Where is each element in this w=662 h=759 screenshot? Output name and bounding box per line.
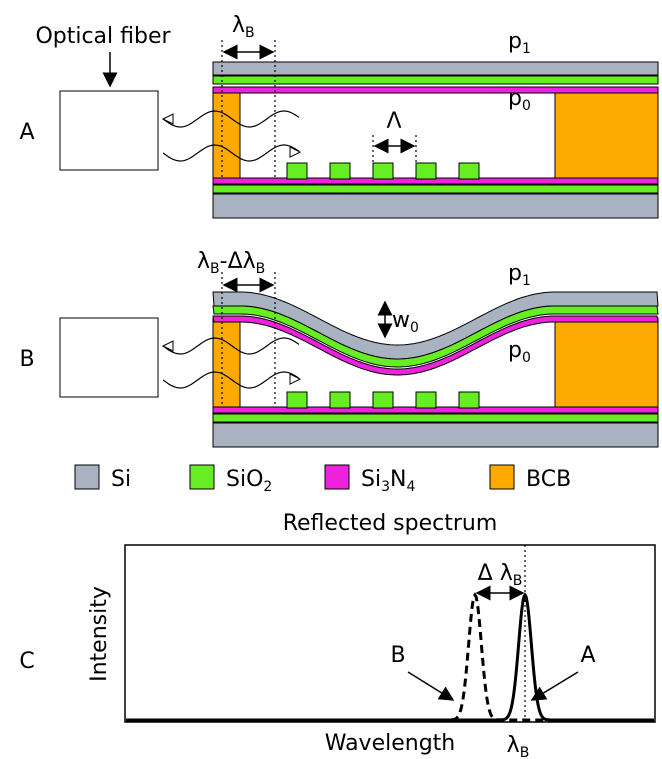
subscript: B: [256, 261, 266, 277]
legend-label: SiO2: [226, 467, 272, 495]
text-part: BCB: [526, 467, 571, 492]
deflection-label: w0: [392, 308, 419, 336]
bcb-block: [213, 318, 240, 407]
bcb-block: [213, 93, 240, 178]
sio2-layer: [213, 76, 658, 84]
legend-label: BCB: [526, 467, 571, 492]
pressure-label: p0: [508, 338, 531, 366]
subscript: 0: [410, 320, 419, 336]
arrow: [532, 672, 578, 700]
legend-label: Si: [111, 467, 131, 492]
subscript: 3: [381, 479, 390, 495]
text-part: p: [508, 86, 522, 111]
text-part: p: [508, 29, 522, 54]
curve-label: B: [390, 643, 405, 668]
grating-tooth: [287, 163, 307, 179]
grating-tooth: [373, 163, 393, 179]
legend-swatch: [325, 465, 349, 489]
shift-label: λB-ΔλB: [197, 249, 265, 277]
fiber-box: [60, 91, 158, 170]
grating-tooth: [459, 163, 479, 179]
text-part: Si: [361, 467, 381, 492]
pressure-label: p1: [508, 29, 531, 57]
subscript: 2: [263, 479, 272, 495]
spectrum-title: Reflected spectrum: [283, 511, 498, 536]
text-part: N: [390, 467, 406, 492]
panel-label: B: [19, 347, 34, 372]
subscript: 1: [522, 41, 531, 57]
grating-tooth: [373, 392, 393, 408]
legend-swatch: [190, 465, 214, 489]
subscript: 1: [522, 273, 531, 289]
subscript: B: [513, 573, 523, 589]
panel-label: A: [19, 120, 34, 145]
si-layer: [213, 194, 658, 218]
curve-label: A: [580, 643, 595, 668]
grating-tooth: [416, 392, 436, 408]
x-axis-label: Wavelength: [325, 731, 456, 756]
sio2-layer: [213, 414, 658, 422]
fiber-label: Optical fiber: [35, 24, 171, 49]
panel-label: C: [19, 649, 34, 674]
arrow: [408, 672, 453, 700]
subscript: 0: [522, 350, 531, 366]
legend-swatch: [490, 465, 514, 489]
legend-swatch: [75, 465, 99, 489]
subscript: 4: [406, 479, 415, 495]
plot-frame: [125, 545, 655, 722]
pressure-label: p1: [508, 261, 531, 289]
grating-tooth: [330, 163, 350, 179]
grating-tooth: [330, 392, 350, 408]
y-axis-label: Intensity: [87, 586, 112, 682]
bcb-block: [555, 93, 658, 178]
diagram: Optical fiberAλBΛp1p0BλB-ΔλBw0p1p0SiSiO2…: [0, 0, 662, 759]
text-part: p: [508, 338, 522, 363]
text-part: Δ λ: [478, 561, 513, 586]
si-layer: [213, 62, 658, 75]
bragg-label: λB: [232, 13, 255, 41]
grating-tooth: [287, 392, 307, 408]
subscript: 0: [522, 98, 531, 114]
sin-layer: [213, 87, 658, 93]
fiber-box: [60, 318, 158, 397]
subscript: B: [520, 745, 530, 759]
text-part: Si: [111, 467, 131, 492]
bcb-block: [555, 318, 658, 407]
peak-tick-label: λB: [507, 733, 530, 759]
delta-label: Δ λB: [478, 561, 523, 589]
text-part: -Δλ: [220, 249, 256, 274]
si-layer: [213, 423, 658, 447]
grating-tooth: [459, 392, 479, 408]
sio2-layer: [213, 185, 658, 193]
grating-tooth: [416, 163, 436, 179]
subscript: B: [245, 25, 255, 41]
text-part: λ: [197, 249, 210, 274]
period-label: Λ: [386, 109, 401, 134]
text-part: p: [508, 261, 522, 286]
subscript: B: [210, 261, 220, 277]
text-part: SiO: [226, 467, 263, 492]
text-part: λ: [507, 733, 520, 758]
legend-label: Si3N4: [361, 467, 415, 495]
text-part: w: [392, 308, 410, 333]
text-part: λ: [232, 13, 245, 38]
text-part: Λ: [386, 109, 401, 134]
